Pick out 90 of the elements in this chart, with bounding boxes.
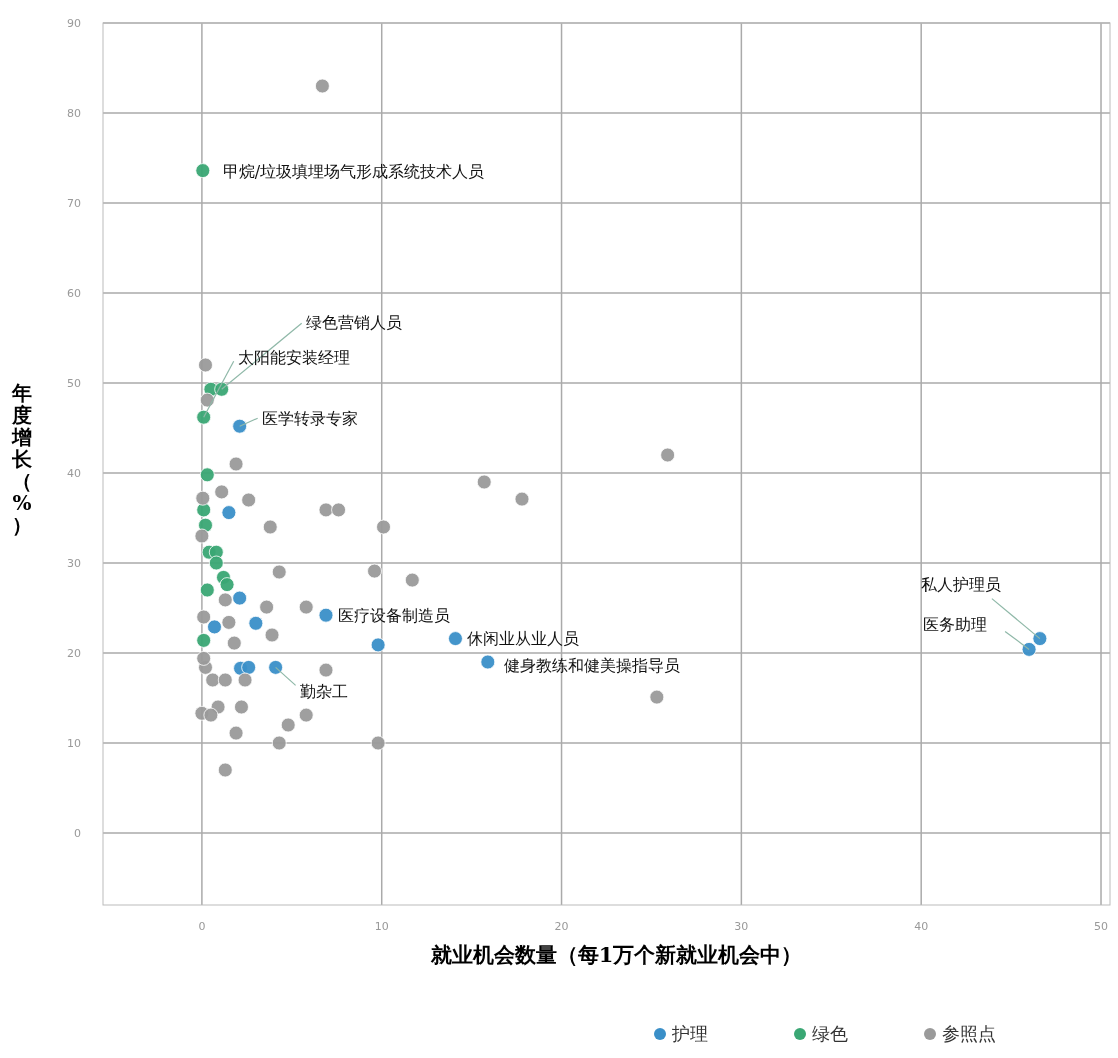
point bbox=[237, 672, 253, 688]
y-tick-label: 20 bbox=[67, 647, 81, 660]
x-axis-title: 就业机会数量（每1万个新就业机会中） bbox=[429, 942, 803, 967]
point bbox=[205, 672, 221, 688]
annotation: 勤杂工 bbox=[299, 682, 348, 702]
point bbox=[228, 456, 244, 472]
point bbox=[228, 725, 244, 741]
point bbox=[214, 484, 230, 500]
point bbox=[404, 572, 420, 588]
point bbox=[208, 555, 224, 571]
annotation: 绿色营销人员 bbox=[305, 313, 402, 333]
annotation: 太阳能安装经理 bbox=[237, 348, 350, 368]
point bbox=[196, 651, 212, 666]
annotation: 健身教练和健美操指导员 bbox=[503, 656, 680, 675]
point bbox=[232, 590, 248, 606]
point bbox=[219, 577, 235, 592]
point bbox=[241, 660, 257, 675]
point bbox=[259, 599, 275, 615]
x-tick-label: 40 bbox=[914, 920, 929, 933]
x-tick-label: 20 bbox=[554, 920, 569, 933]
point bbox=[248, 615, 264, 631]
point bbox=[271, 564, 287, 580]
point bbox=[480, 654, 496, 670]
point bbox=[241, 492, 257, 508]
x-tick-label: 30 bbox=[734, 920, 749, 933]
y-tick-label: 70 bbox=[67, 197, 81, 210]
point bbox=[370, 735, 386, 751]
x-tick-label: 50 bbox=[1094, 920, 1109, 933]
point bbox=[198, 357, 213, 373]
point bbox=[262, 519, 278, 535]
point bbox=[318, 607, 334, 623]
point bbox=[196, 633, 212, 648]
legend-label: 绿色 bbox=[812, 1023, 848, 1044]
annotation: 医务助理 bbox=[923, 615, 988, 635]
point bbox=[221, 505, 237, 520]
point bbox=[660, 447, 676, 463]
y-tick-label: 60 bbox=[67, 287, 81, 300]
point bbox=[264, 627, 280, 643]
y-tick-label: 50 bbox=[67, 377, 81, 390]
point bbox=[376, 519, 391, 535]
point bbox=[649, 689, 665, 705]
y-tick-label: 40 bbox=[67, 467, 81, 480]
point bbox=[298, 599, 314, 615]
point bbox=[318, 502, 334, 518]
y-tick-label: 10 bbox=[67, 737, 81, 750]
point bbox=[514, 491, 530, 507]
y-tick-label: 0 bbox=[74, 827, 81, 840]
point bbox=[195, 163, 211, 178]
y-tick-label: 90 bbox=[67, 17, 81, 30]
point bbox=[268, 660, 284, 675]
point bbox=[448, 631, 463, 646]
point bbox=[199, 392, 215, 408]
point bbox=[234, 699, 249, 715]
point bbox=[196, 409, 212, 425]
point bbox=[367, 563, 382, 579]
x-tick-label: 10 bbox=[374, 920, 389, 933]
point bbox=[298, 707, 314, 723]
x-tick-label: 0 bbox=[198, 920, 206, 933]
legend-label: 护理 bbox=[671, 1023, 708, 1044]
point bbox=[1021, 642, 1037, 657]
point bbox=[280, 717, 296, 733]
point bbox=[331, 502, 346, 518]
point bbox=[221, 615, 237, 630]
point bbox=[318, 662, 334, 678]
annotation: 休闲业从业人员 bbox=[467, 628, 580, 648]
point bbox=[199, 582, 215, 598]
point bbox=[232, 418, 248, 434]
annotation: 医学转录专家 bbox=[261, 409, 358, 429]
annotation: 甲烷/垃圾填埋场气形成系统技术人员 bbox=[222, 161, 485, 181]
point bbox=[314, 78, 330, 94]
point bbox=[217, 672, 233, 688]
point bbox=[226, 635, 242, 651]
point bbox=[207, 619, 222, 635]
point bbox=[217, 762, 233, 778]
point bbox=[203, 707, 219, 723]
annotation: 私人护理员 bbox=[920, 574, 1001, 594]
point bbox=[271, 735, 287, 751]
legend-label: 参照点 bbox=[942, 1023, 996, 1044]
point bbox=[194, 528, 210, 544]
y-tick-label: 30 bbox=[67, 557, 81, 570]
point bbox=[476, 474, 492, 490]
point bbox=[217, 592, 233, 608]
y-axis-title: 年度增长（%） bbox=[11, 381, 33, 537]
point bbox=[1032, 631, 1048, 646]
y-tick-label: 80 bbox=[67, 107, 81, 120]
point bbox=[195, 490, 211, 506]
annotation: 医疗设备制造员 bbox=[337, 606, 450, 626]
point bbox=[196, 609, 212, 625]
point bbox=[199, 467, 215, 483]
point bbox=[370, 637, 386, 653]
